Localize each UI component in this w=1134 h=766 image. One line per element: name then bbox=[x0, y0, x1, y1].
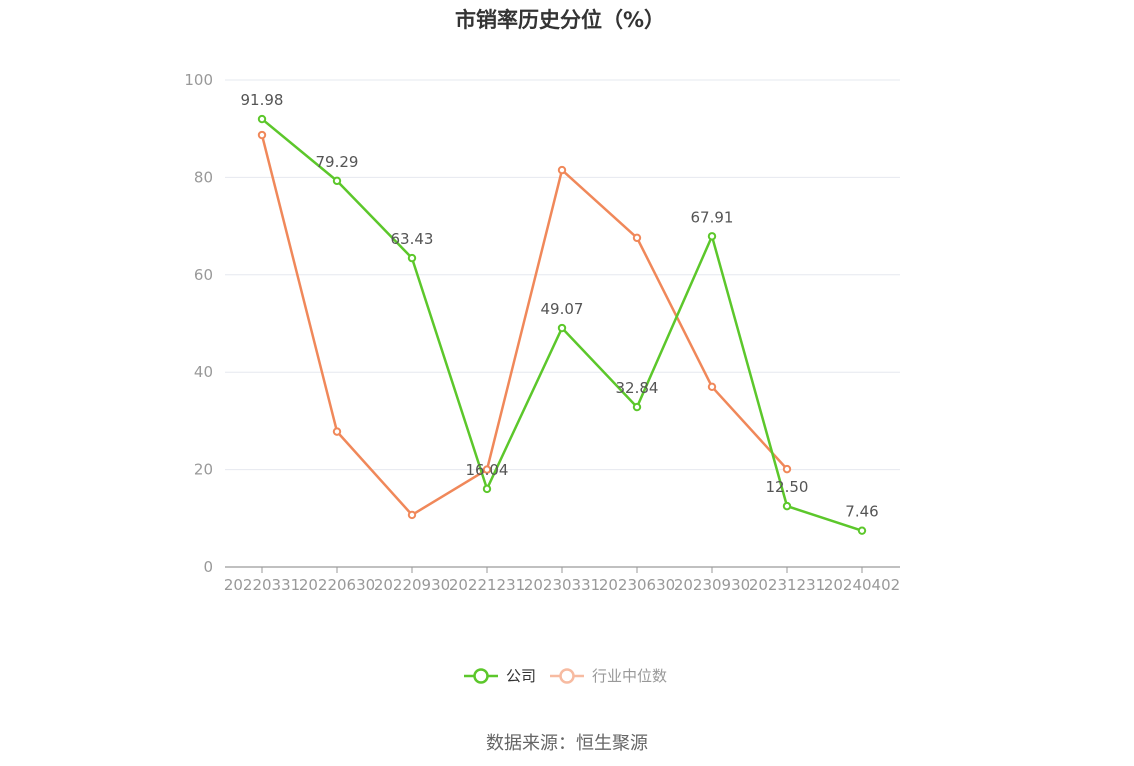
data-point bbox=[407, 510, 417, 520]
x-tick-label: 20221231 bbox=[449, 576, 525, 594]
data-point bbox=[707, 232, 717, 241]
series-line bbox=[260, 134, 788, 517]
data-point bbox=[482, 484, 492, 494]
data-point bbox=[332, 427, 342, 436]
legend-label: 行业中位数 bbox=[592, 667, 667, 685]
data-point bbox=[632, 233, 642, 242]
data-point bbox=[707, 382, 717, 392]
x-tick-label: 20220630 bbox=[299, 576, 375, 594]
y-tick-label: 100 bbox=[184, 71, 213, 89]
data-label: 49.07 bbox=[541, 300, 584, 318]
data-point bbox=[332, 176, 342, 186]
legend-item[interactable]: 行业中位数 bbox=[550, 667, 667, 685]
y-tick-label: 80 bbox=[194, 168, 213, 186]
data-label: 63.43 bbox=[391, 230, 434, 248]
y-tick-label: 40 bbox=[194, 363, 213, 381]
data-point bbox=[782, 501, 792, 511]
data-point bbox=[482, 465, 492, 474]
data-label: 91.98 bbox=[241, 91, 284, 109]
grid-lines bbox=[225, 79, 900, 471]
y-tick-label: 20 bbox=[194, 461, 213, 479]
x-tick-label: 20240402 bbox=[824, 576, 900, 594]
x-tick-label: 20230630 bbox=[599, 576, 675, 594]
x-tick-label: 20230930 bbox=[674, 576, 750, 594]
data-label: 12.50 bbox=[766, 478, 809, 496]
source-note: 数据来源：恒生聚源 bbox=[486, 733, 648, 754]
data-labels: 91.98 79.29 63.43 16.04 49.07 32.84 67.91 12.50… bbox=[241, 91, 879, 521]
x-tick-label: 20220331 bbox=[224, 576, 300, 594]
legend-label: 公司 bbox=[506, 667, 536, 685]
data-point bbox=[407, 253, 417, 263]
data-point bbox=[632, 402, 642, 412]
legend-item[interactable]: 公司 bbox=[464, 667, 536, 685]
y-tick-label: 0 bbox=[203, 558, 213, 576]
legend[interactable]: 公司 行业中位数 bbox=[464, 667, 667, 685]
data-point bbox=[257, 114, 267, 124]
data-point bbox=[782, 464, 792, 474]
axes: 0 20 40 60 80 100 2022033120220630202209302022… bbox=[184, 71, 900, 594]
chart-title: 市销率历史分位（%） bbox=[454, 8, 666, 32]
x-tick-label: 20230331 bbox=[524, 576, 600, 594]
data-point bbox=[557, 323, 567, 333]
data-label: 79.29 bbox=[316, 153, 359, 171]
data-point bbox=[557, 165, 567, 175]
x-tick-label: 20220930 bbox=[374, 576, 450, 594]
series-lines bbox=[257, 114, 867, 535]
data-point bbox=[257, 130, 267, 140]
legend-marker bbox=[559, 668, 575, 684]
data-label: 32.84 bbox=[616, 379, 659, 397]
data-label: 7.46 bbox=[845, 503, 878, 521]
data-label: 16.04 bbox=[466, 461, 509, 479]
x-tick-label: 20231231 bbox=[749, 576, 825, 594]
data-label: 67.91 bbox=[691, 208, 734, 226]
y-tick-label: 60 bbox=[194, 266, 213, 284]
data-point bbox=[857, 526, 867, 535]
legend-marker bbox=[473, 668, 489, 684]
